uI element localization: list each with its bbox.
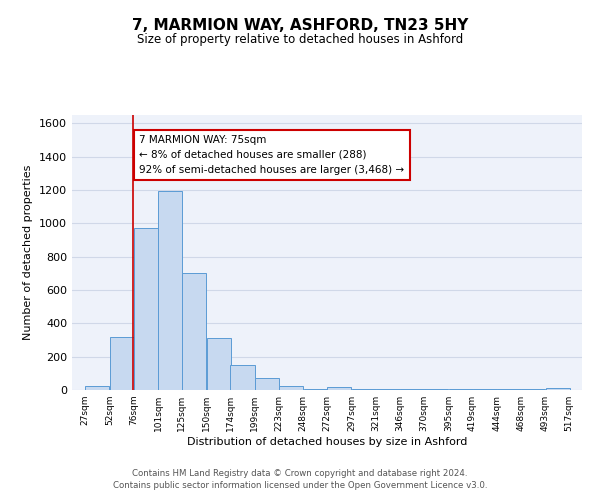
Y-axis label: Number of detached properties: Number of detached properties <box>23 165 34 340</box>
Bar <box>279 386 303 390</box>
Text: Contains HM Land Registry data © Crown copyright and database right 2024.: Contains HM Land Registry data © Crown c… <box>132 468 468 477</box>
Text: Contains public sector information licensed under the Open Government Licence v3: Contains public sector information licen… <box>113 481 487 490</box>
Text: 7, MARMION WAY, ASHFORD, TN23 5HY: 7, MARMION WAY, ASHFORD, TN23 5HY <box>132 18 468 32</box>
Bar <box>424 389 448 390</box>
Bar <box>134 228 158 390</box>
Text: Size of property relative to detached houses in Ashford: Size of property relative to detached ho… <box>137 32 463 46</box>
Bar <box>255 378 280 390</box>
Bar <box>352 389 376 390</box>
Bar <box>158 191 182 390</box>
Bar <box>497 389 521 390</box>
Bar <box>304 389 328 390</box>
Bar <box>400 389 425 390</box>
Bar <box>230 365 254 390</box>
Bar <box>327 386 352 390</box>
Text: 7 MARMION WAY: 75sqm
← 8% of detached houses are smaller (288)
92% of semi-detac: 7 MARMION WAY: 75sqm ← 8% of detached ho… <box>139 135 404 174</box>
Bar <box>85 386 109 390</box>
Bar <box>206 338 231 390</box>
Bar <box>521 389 545 390</box>
X-axis label: Distribution of detached houses by size in Ashford: Distribution of detached houses by size … <box>187 437 467 447</box>
Bar <box>376 389 400 390</box>
Bar <box>110 336 134 390</box>
Bar <box>545 388 570 390</box>
Bar <box>473 389 497 390</box>
Bar <box>182 274 206 390</box>
Bar <box>449 389 473 390</box>
